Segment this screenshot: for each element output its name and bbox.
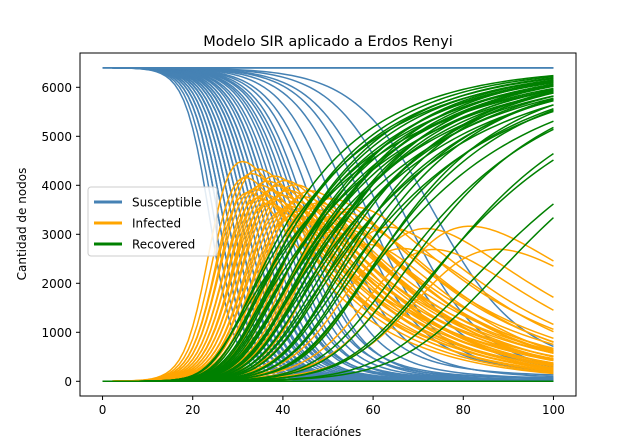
x-tick-label: 20 [185,403,200,417]
y-tick-label: 4000 [41,179,72,193]
x-axis-label: Iteraciónes [295,425,361,439]
x-tick-label: 40 [275,403,290,417]
y-tick-label: 0 [64,375,72,389]
y-tick-label: 1000 [41,326,72,340]
x-tick-label: 60 [365,403,380,417]
x-tick-label: 0 [99,403,107,417]
plot-lines [102,66,554,383]
y-tick-label: 2000 [41,277,72,291]
legend-label-recovered: Recovered [132,238,195,252]
x-tick-label: 100 [542,403,565,417]
y-tick-label: 6000 [41,81,72,95]
y-axis-ticks: 0 1000 2000 3000 4000 5000 6000 [41,81,80,389]
legend-label-susceptible: Susceptible [132,196,201,210]
y-axis-label: Cantidad de nodos [15,168,29,281]
x-tick-label: 80 [456,403,471,417]
legend: Susceptible Infected Recovered [87,186,218,257]
plot-frame [79,52,577,397]
y-tick-label: 5000 [41,130,72,144]
chart-title: Modelo SIR aplicado a Erdos Renyi [203,34,453,50]
legend-box [87,186,218,257]
y-tick-label: 3000 [41,228,72,242]
legend-label-infected: Infected [132,217,181,231]
x-axis-ticks: 0 20 40 60 80 100 [99,396,565,417]
